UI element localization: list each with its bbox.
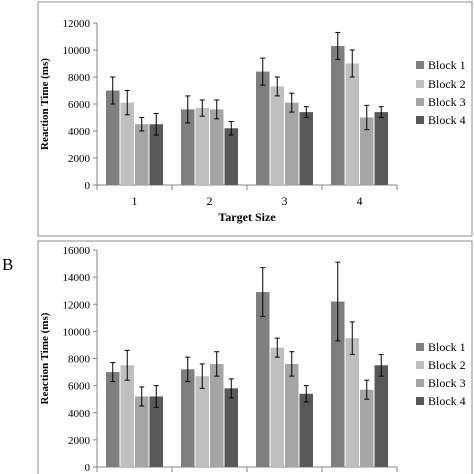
bar: [120, 102, 134, 185]
legend-label: Block 2: [428, 358, 466, 372]
y-tick-label: 12000: [63, 18, 91, 30]
bar: [149, 396, 163, 467]
y-tick-label: 14000: [63, 272, 91, 284]
bar: [210, 109, 224, 185]
y-tick-label: 16000: [63, 245, 91, 257]
y-axis-label: Reaction Time (ms): [39, 58, 51, 150]
y-tick-label: 4000: [68, 126, 91, 138]
legend-swatch: [416, 361, 424, 369]
legend-label: Block 1: [428, 340, 466, 354]
bar: [270, 347, 284, 467]
bar: [106, 372, 120, 467]
y-tick-label: 8000: [68, 354, 91, 366]
bar: [195, 108, 209, 185]
y-tick-label: 8000: [68, 72, 91, 84]
bar: [120, 365, 134, 467]
bar: [135, 124, 149, 185]
bar: [374, 365, 388, 467]
legend-swatch: [416, 116, 424, 124]
legend-swatch: [416, 397, 424, 405]
bar: [256, 292, 270, 467]
bar: [360, 117, 374, 185]
chart-a: 0 2000 4000 6000 8000 10000 12000 1 2 3 4 Target Si…: [39, 18, 466, 224]
x-tick-label: 3: [282, 194, 288, 208]
x-tick-label: 1: [132, 194, 138, 208]
y-tick-label: 10000: [63, 45, 91, 57]
y-tick-label: 12000: [63, 299, 91, 311]
legend-label: Block 4: [428, 394, 466, 408]
y-tick-label: 10000: [63, 326, 91, 338]
bar: [210, 363, 224, 467]
bar: [106, 90, 120, 185]
bar: [224, 128, 238, 185]
bar: [149, 124, 163, 185]
bar: [135, 396, 149, 467]
panel-b-letter: B: [2, 255, 13, 274]
y-tick-label: 2000: [68, 435, 91, 447]
legend-swatch: [416, 61, 424, 69]
bar: [270, 86, 284, 185]
legend-swatch: [416, 80, 424, 88]
bar: [345, 338, 359, 467]
bar: [299, 112, 313, 185]
legend-label: Block 1: [428, 58, 466, 72]
bar: [299, 393, 313, 467]
bar: [331, 301, 345, 467]
y-tick-label: 6000: [68, 99, 91, 111]
y-tick-label: 2000: [68, 153, 91, 165]
legend-label: Block 2: [428, 77, 466, 91]
legend-label: Block 3: [428, 376, 466, 390]
x-tick-label: 2: [207, 194, 213, 208]
bar: [331, 45, 345, 186]
bar: [285, 102, 299, 185]
legend-swatch: [416, 379, 424, 387]
chart-b: 0 2000 4000 6000 8000 10000 12000 14000 16000 Rea…: [39, 245, 466, 474]
y-tick-label: 0: [85, 462, 91, 474]
bar: [256, 71, 270, 185]
bar: [181, 369, 195, 467]
bar: [181, 109, 195, 185]
bar: [195, 376, 209, 467]
bar: [360, 389, 374, 467]
y-tick-label: 4000: [68, 408, 91, 420]
legend-label: Block 4: [428, 113, 466, 127]
panel-b-frame: [37, 240, 473, 474]
bar: [374, 112, 388, 185]
legend-label: Block 3: [428, 95, 466, 109]
y-tick-label: 0: [85, 180, 91, 192]
x-axis-label: Target Size: [218, 210, 276, 224]
panel-a-frame: [37, 1, 473, 237]
bar: [345, 63, 359, 185]
bar: [224, 388, 238, 467]
legend-swatch: [416, 98, 424, 106]
legend-swatch: [416, 343, 424, 351]
y-tick-label: 6000: [68, 381, 91, 393]
bar: [285, 363, 299, 467]
x-tick-label: 4: [357, 194, 363, 208]
y-axis-label: Reaction Time (ms): [39, 312, 51, 404]
